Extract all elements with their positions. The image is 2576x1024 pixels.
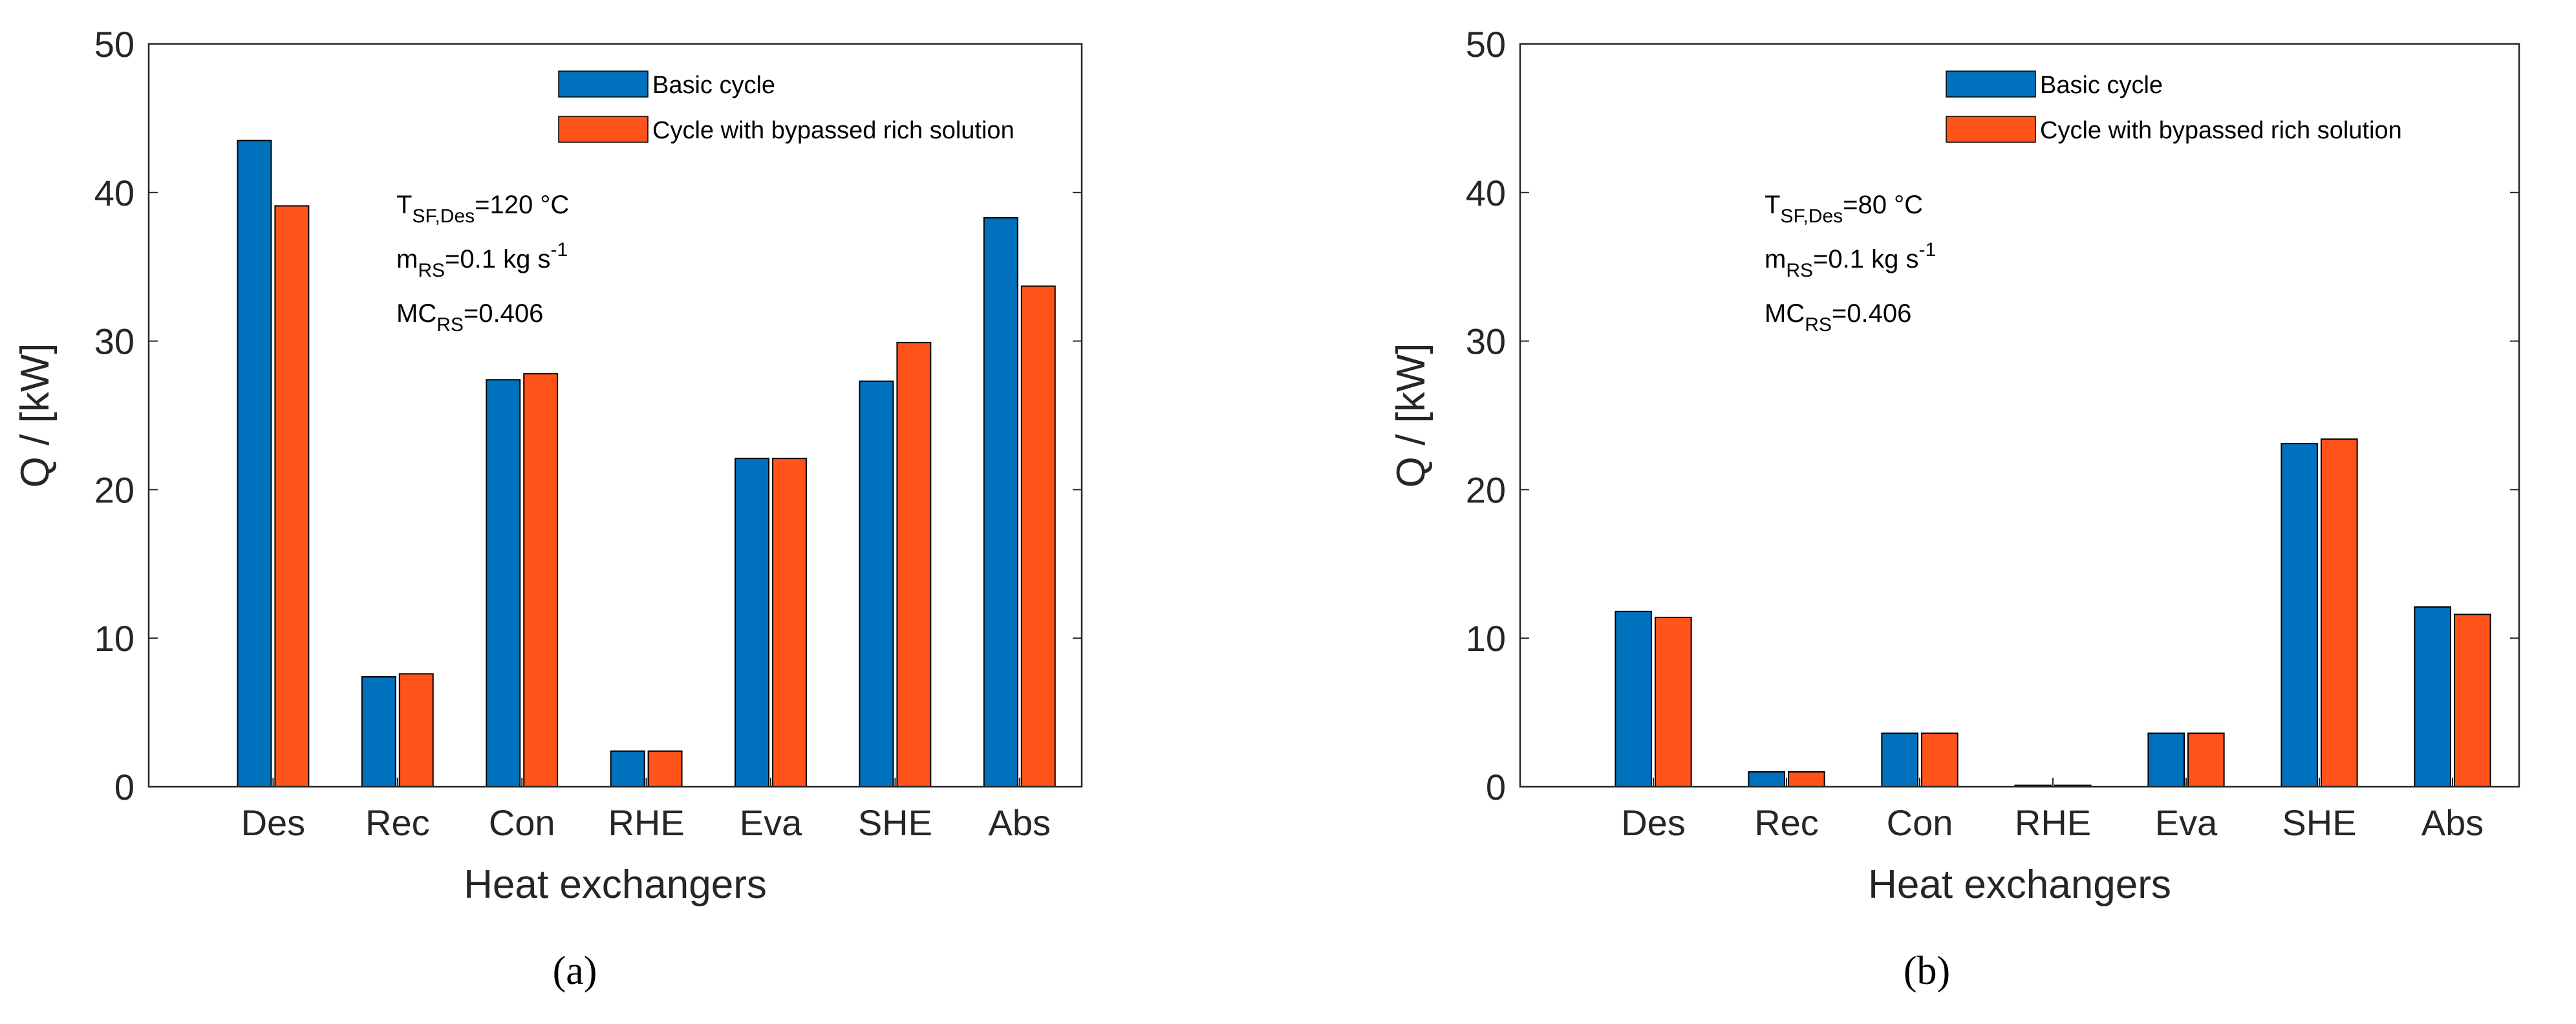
bar (398, 673, 434, 788)
annotation-text: =120 °C (475, 191, 569, 219)
annotation: mRS=0.1 kg s-1 (396, 239, 568, 281)
panel-label: (b) (1904, 949, 1950, 993)
y-tick-label: 10 (1466, 618, 1506, 659)
annotation-main: MC (1765, 299, 1805, 328)
annotation: TSF,Des=120 °C (396, 191, 569, 227)
bar (2187, 732, 2225, 787)
y-tick-label: 10 (94, 618, 134, 659)
legend-swatch (558, 116, 649, 143)
y-tick-label: 20 (94, 469, 134, 510)
annotation-text: =0.1 kg s (445, 245, 550, 273)
bar (1748, 771, 1785, 788)
x-tick-label: Rec (1754, 802, 1819, 843)
annotation-main: T (396, 191, 412, 219)
x-tick-label: Abs (2421, 802, 2484, 843)
bar (896, 341, 932, 787)
annotation-sub: SF,Des (412, 206, 475, 227)
y-axis-label: Q / [kW] (13, 343, 58, 488)
y-tick-label: 0 (1486, 767, 1506, 807)
axes-box (147, 43, 1083, 788)
y-tick-label: 30 (1466, 321, 1506, 362)
y-tick-label: 50 (1466, 24, 1506, 65)
x-tick-label: Des (241, 802, 306, 843)
annotation-main: MC (396, 299, 436, 328)
legend-swatch (558, 70, 649, 98)
y-tick-label: 50 (94, 24, 134, 65)
bar (647, 750, 683, 788)
bar (859, 380, 894, 787)
annotation: MCRS=0.406 (1765, 299, 1911, 336)
y-tick-label: 30 (94, 321, 134, 362)
bar (610, 750, 645, 788)
annotation-text: =0.406 (464, 299, 543, 328)
bar (983, 217, 1018, 787)
x-tick-label: RHE (2015, 802, 2091, 843)
x-tick-label: Con (489, 802, 555, 843)
annotation-text: =0.1 kg s (1813, 245, 1918, 273)
annotation-sup: -1 (550, 239, 568, 261)
bar (237, 140, 272, 787)
annotation-main: m (396, 245, 418, 273)
panel-label: (a) (553, 949, 597, 993)
annotation-main: T (1765, 191, 1780, 219)
bar (2321, 438, 2358, 787)
y-tick-label: 40 (94, 173, 134, 213)
x-tick-label: SHE (858, 802, 932, 843)
annotation-sub: SF,Des (1780, 206, 1843, 227)
y-tick-label: 20 (1466, 469, 1506, 510)
bar (274, 205, 310, 787)
y-tick-label: 40 (1466, 173, 1506, 213)
annotation-sub: RS (1805, 314, 1832, 336)
annotation-text: =0.406 (1832, 299, 1911, 328)
annotation: TSF,Des=80 °C (1765, 191, 1923, 227)
bar (1921, 732, 1959, 787)
x-axis-label: Heat exchangers (1868, 862, 2171, 907)
bar (2281, 443, 2318, 787)
legend-label: Cycle with bypassed rich solution (652, 117, 1014, 144)
annotation-sub: RS (436, 314, 464, 336)
bar (2147, 732, 2185, 787)
bar (1655, 617, 1692, 787)
x-tick-label: Abs (989, 802, 1051, 843)
annotation-main: m (1765, 245, 1786, 273)
x-tick-label: SHE (2282, 802, 2356, 843)
bar (1788, 771, 1825, 788)
x-tick-label: Des (1621, 802, 1686, 843)
legend-label: Basic cycle (2040, 72, 2163, 99)
legend-swatch (1946, 70, 2036, 98)
annotation-sub: RS (418, 260, 445, 281)
legend-label: Basic cycle (652, 72, 775, 99)
legend-swatch (1946, 116, 2036, 143)
x-tick-label: Eva (740, 802, 802, 843)
x-tick-label: RHE (608, 802, 684, 843)
axes-box (1519, 43, 2520, 788)
legend-label: Cycle with bypassed rich solution (2040, 117, 2402, 144)
x-tick-label: Eva (2155, 802, 2218, 843)
annotation-text: =80 °C (1843, 191, 1923, 219)
bar (361, 676, 396, 787)
bar (1881, 732, 1918, 787)
y-tick-label: 0 (114, 767, 134, 807)
annotation: MCRS=0.406 (396, 299, 543, 336)
annotation: mRS=0.1 kg s-1 (1765, 239, 1936, 281)
bar (1615, 610, 1652, 787)
bar (735, 458, 770, 788)
x-tick-label: Con (1887, 802, 1953, 843)
annotation-sub: RS (1786, 260, 1813, 281)
bar (486, 379, 521, 787)
bar (523, 373, 559, 787)
bar (772, 458, 807, 788)
annotation-sup: -1 (1918, 239, 1936, 261)
bar (2414, 606, 2451, 788)
bar (1020, 285, 1056, 788)
bar (2454, 613, 2491, 787)
y-axis-label: Q / [kW] (1389, 343, 1433, 488)
x-axis-label: Heat exchangers (464, 862, 767, 907)
x-tick-label: Rec (365, 802, 430, 843)
